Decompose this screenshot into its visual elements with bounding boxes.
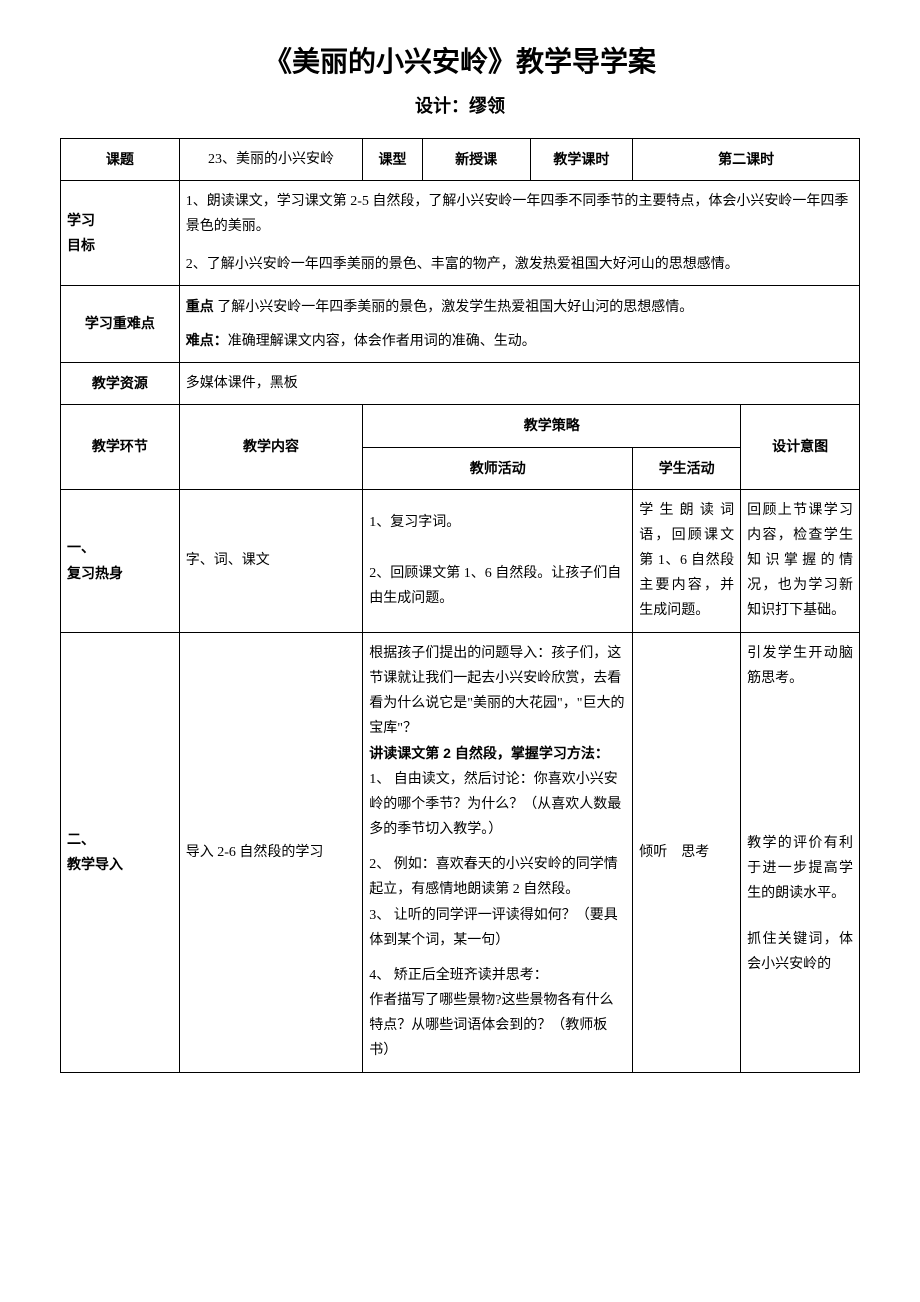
phase-cell: 二、 教学导入 [61,632,180,1072]
intent-cell: 引发学生开动脑筋思考。 教学的评价有利于进一步提高学生的朗读水平。 抓住关键词，… [741,632,860,1072]
objectives-label: 学习 目标 [61,181,180,286]
student-header: 学生活动 [633,447,741,489]
phase-cell: 一、 复习热身 [61,489,180,632]
strategy-header: 教学策略 [363,405,741,447]
student-cell: 倾听 思考 [633,632,741,1072]
header-row: 课题 23、美丽的小兴安岭 课型 新授课 教学课时 第二课时 [61,139,860,181]
keypoints-text: 重点 了解小兴安岭一年四季美丽的景色，激发学生热爱祖国大好山河的思想感情。 难点… [179,285,859,362]
page-subtitle: 设计：缪领 [60,92,860,118]
student-cell: 学生朗读词语，回顾课文第 1、6 自然段主要内容，并生成问题。 [633,489,741,632]
teacher-cell: 1、复习字词。 2、回顾课文第 1、6 自然段。让孩子们自由生成问题。 [363,489,633,632]
content-cell: 字、词、课文 [179,489,363,632]
content-header: 教学内容 [179,405,363,489]
lesson-value: 23、美丽的小兴安岭 [179,139,363,181]
type-label: 课型 [363,139,422,181]
phase-header-row-1: 教学环节 教学内容 教学策略 设计意图 [61,405,860,447]
resources-value: 多媒体课件，黑板 [179,363,859,405]
objectives-row: 学习 目标 1、朗读课文，学习课文第 2-5 自然段，了解小兴安岭一年四季不同季… [61,181,860,286]
keypoints-label: 学习重难点 [61,285,180,362]
lesson-table: 课题 23、美丽的小兴安岭 课型 新授课 教学课时 第二课时 学习 目标 1、朗… [60,138,860,1073]
intent-cell: 回顾上节课学习内容，检查学生知识掌握的情况，也为学习新知识打下基础。 [741,489,860,632]
hours-label: 教学课时 [530,139,633,181]
page-title: 《美丽的小兴安岭》教学导学案 [60,40,860,80]
table-row: 二、 教学导入 导入 2-6 自然段的学习 根据孩子们提出的问题导入：孩子们，这… [61,632,860,1072]
keypoints-row: 学习重难点 重点 了解小兴安岭一年四季美丽的景色，激发学生热爱祖国大好山河的思想… [61,285,860,362]
resources-row: 教学资源 多媒体课件，黑板 [61,363,860,405]
objectives-text: 1、朗读课文，学习课文第 2-5 自然段，了解小兴安岭一年四季不同季节的主要特点… [179,181,859,286]
phase-header: 教学环节 [61,405,180,489]
resources-label: 教学资源 [61,363,180,405]
intent-header: 设计意图 [741,405,860,489]
type-value: 新授课 [422,139,530,181]
teacher-cell: 根据孩子们提出的问题导入：孩子们，这节课就让我们一起去小兴安岭欣赏，去看看为什么… [363,632,633,1072]
lesson-label: 课题 [61,139,180,181]
teacher-header: 教师活动 [363,447,633,489]
hours-value: 第二课时 [633,139,860,181]
content-cell: 导入 2-6 自然段的学习 [179,632,363,1072]
table-row: 一、 复习热身 字、词、课文 1、复习字词。 2、回顾课文第 1、6 自然段。让… [61,489,860,632]
